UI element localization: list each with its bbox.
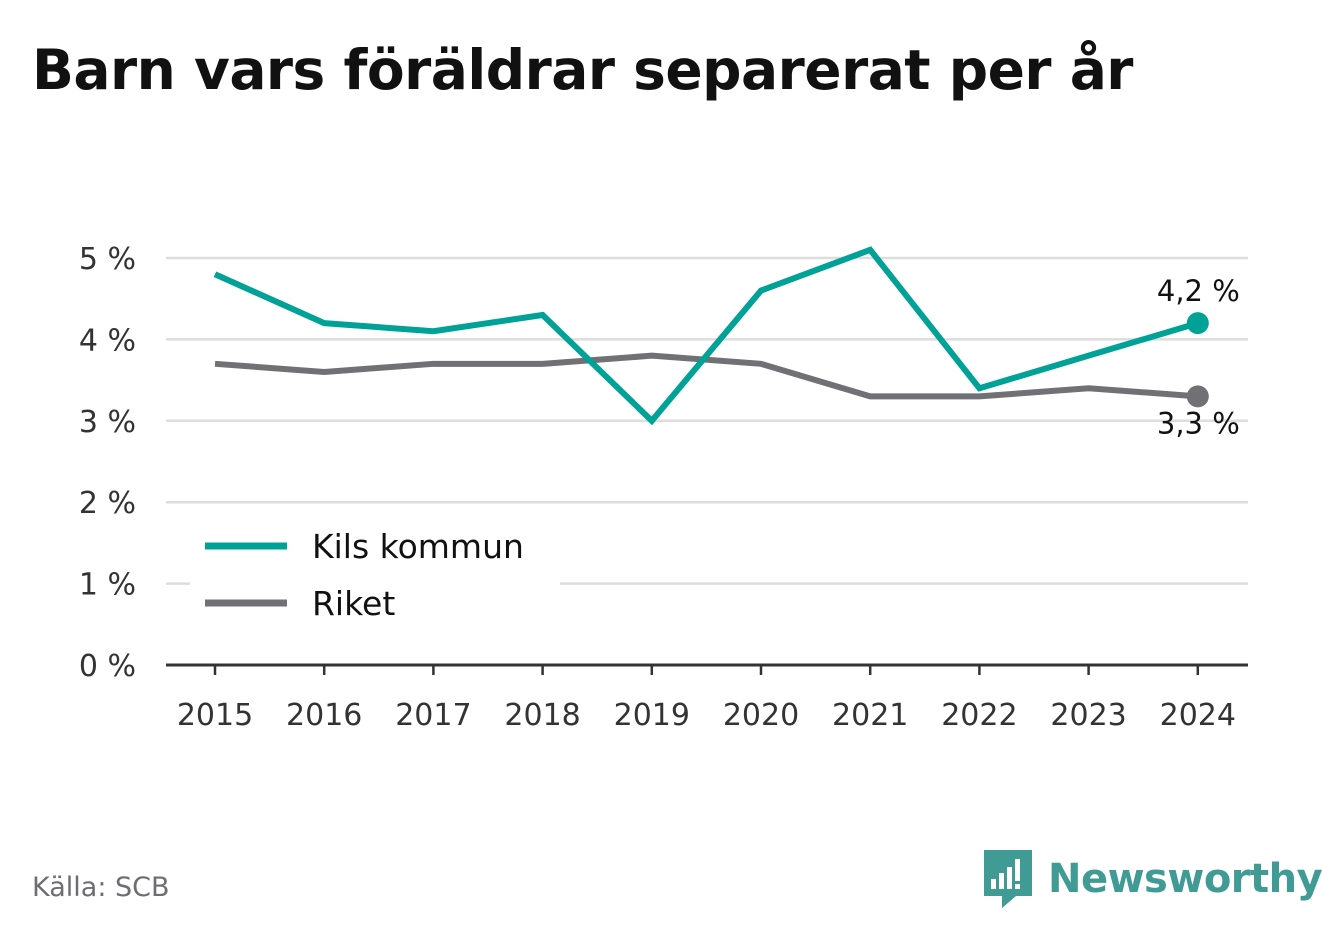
x-tick-label: 2018 (504, 698, 580, 733)
x-axis: 2015 2016 2017 2018 2019 2020 2021 2022 2023 2024 (166, 663, 1248, 733)
chart-title: Barn vars föräldrar separerat per år (32, 38, 1133, 102)
y-tick-label: 0 % (79, 649, 136, 684)
source-note: Källa: SCB (32, 872, 170, 903)
legend: Kils kommun Riket (190, 520, 560, 640)
brand-name: Newsworthy (1048, 856, 1322, 902)
end-label: 3,3 % (1157, 406, 1240, 440)
legend-label: Riket (312, 584, 395, 623)
series-line-kils-kommun (213, 246, 1199, 426)
newsworthy-logo-icon (984, 850, 1032, 908)
x-tick-label: 2024 (1160, 698, 1236, 733)
x-tick-label: 2023 (1050, 698, 1126, 733)
brand-logo: Newsworthy (980, 848, 1322, 910)
y-tick-label: 1 % (79, 568, 136, 603)
x-tick-label: 2022 (941, 698, 1017, 733)
y-tick-label: 5 % (79, 242, 136, 277)
y-tick-label: 4 % (79, 323, 136, 358)
x-tick-label: 2016 (286, 698, 362, 733)
end-point-riket (1186, 385, 1209, 408)
end-points: 4,2 % 3,3 % (1157, 274, 1240, 440)
x-tick-label: 2019 (614, 698, 690, 733)
x-tick-label: 2015 (177, 698, 253, 733)
legend-background (190, 520, 560, 640)
y-tick-label: 2 % (79, 486, 136, 521)
y-tick-label: 3 % (79, 405, 136, 440)
y-axis-ticks: 0 % 1 % 2 % 3 % 4 % 5 % (79, 242, 136, 684)
legend-label: Kils kommun (312, 527, 524, 566)
end-point-kils-kommun (1186, 312, 1209, 335)
x-tick-label: 2021 (832, 698, 908, 733)
x-tick-label: 2017 (395, 698, 471, 733)
end-label: 4,2 % (1157, 274, 1240, 308)
series-line-riket (214, 352, 1199, 400)
x-tick-label: 2020 (723, 698, 799, 733)
series-lines (213, 246, 1199, 426)
